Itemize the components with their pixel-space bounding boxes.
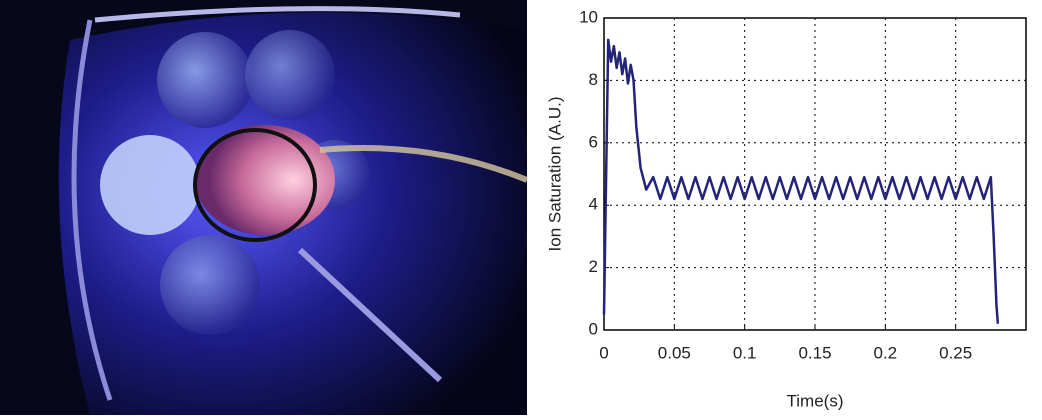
photo bbox=[0, 0, 529, 415]
y-tick-label: 2 bbox=[589, 257, 598, 276]
y-tick-label: 6 bbox=[589, 132, 598, 151]
y-tick-label: 0 bbox=[589, 319, 598, 338]
x-tick-label: 0.1 bbox=[733, 343, 757, 362]
x-tick-label: 0.15 bbox=[798, 343, 831, 362]
y-tick-label: 10 bbox=[579, 7, 598, 26]
x-tick-label: 0.25 bbox=[939, 343, 972, 362]
x-tick-label: 0.2 bbox=[874, 343, 898, 362]
y-tick-label: 8 bbox=[589, 70, 598, 89]
data-line bbox=[602, 38, 1000, 324]
x-axis-label: Time(s) bbox=[787, 391, 844, 410]
x-tick-label: 0 bbox=[599, 343, 608, 362]
x-tick-label: 0.05 bbox=[658, 343, 691, 362]
y-axis-label: Ion Saturation (A.U.) bbox=[545, 97, 564, 252]
y-tick-label: 4 bbox=[589, 195, 598, 214]
